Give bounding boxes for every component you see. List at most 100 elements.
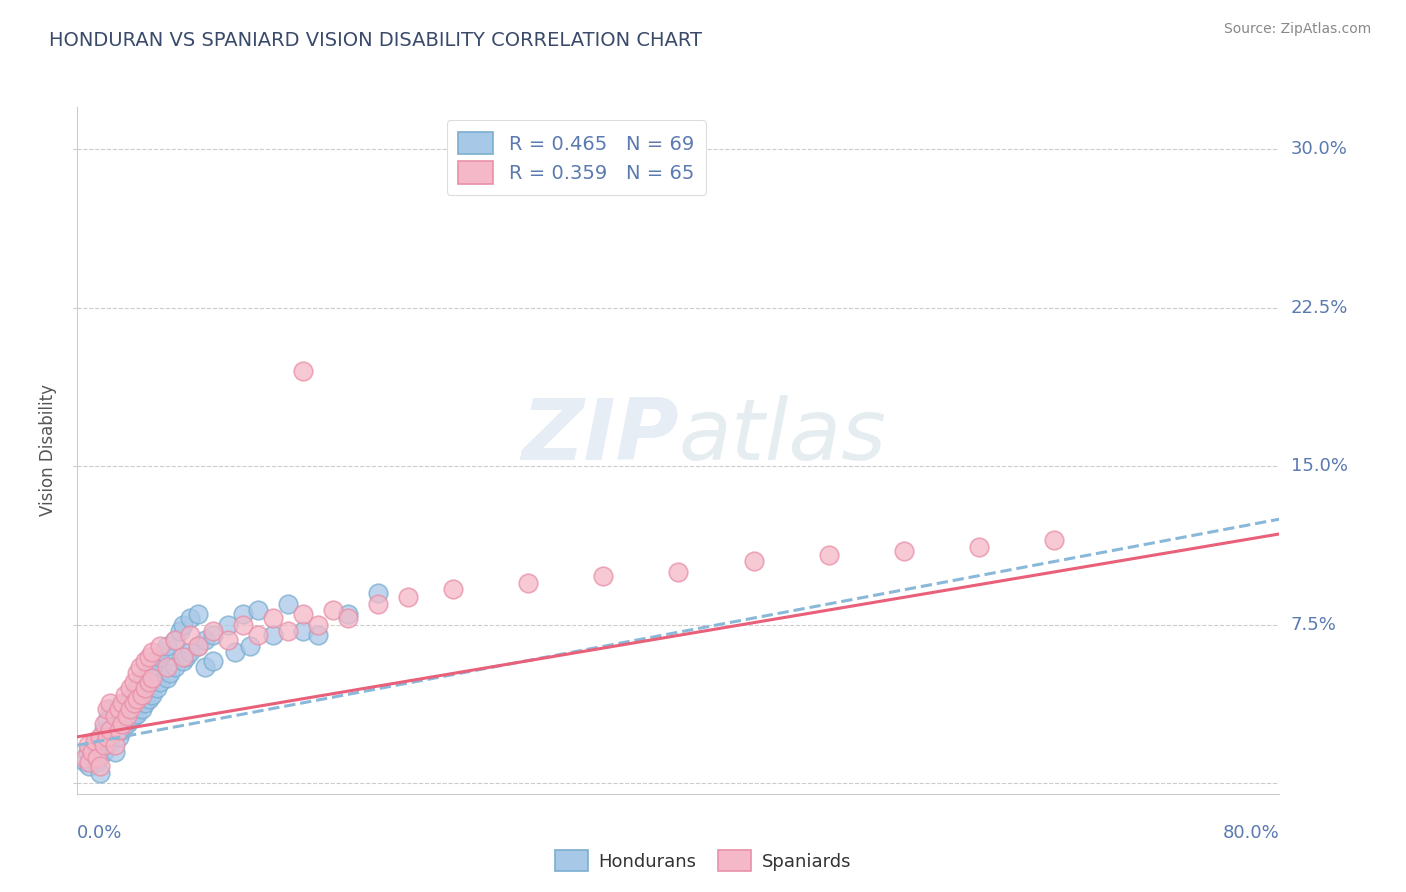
Point	[146, 681, 169, 696]
Point	[79, 755, 101, 769]
Point	[967, 540, 990, 554]
Point	[163, 632, 186, 647]
Point	[179, 645, 201, 659]
Point	[817, 548, 839, 562]
Point	[141, 688, 163, 702]
Point	[149, 639, 172, 653]
Y-axis label: Vision Disability: Vision Disability	[39, 384, 58, 516]
Point	[156, 671, 179, 685]
Point	[134, 696, 156, 710]
Point	[93, 745, 115, 759]
Point	[124, 696, 146, 710]
Point	[79, 759, 101, 773]
Point	[138, 691, 160, 706]
Point	[201, 654, 224, 668]
Text: HONDURAN VS SPANIARD VISION DISABILITY CORRELATION CHART: HONDURAN VS SPANIARD VISION DISABILITY C…	[49, 31, 702, 50]
Point	[124, 688, 146, 702]
Point	[82, 751, 104, 765]
Point	[291, 607, 314, 622]
Point	[174, 649, 197, 664]
Point	[73, 751, 96, 765]
Text: ZIP: ZIP	[520, 395, 679, 478]
Point	[194, 660, 217, 674]
Point	[127, 691, 149, 706]
Point	[217, 632, 239, 647]
Point	[118, 713, 141, 727]
Point	[153, 645, 176, 659]
Point	[322, 603, 344, 617]
Point	[742, 554, 765, 568]
Point	[96, 739, 118, 753]
Point	[262, 628, 284, 642]
Point	[96, 713, 118, 727]
Point	[89, 765, 111, 780]
Point	[76, 745, 98, 759]
Point	[138, 649, 160, 664]
Text: Source: ZipAtlas.com: Source: ZipAtlas.com	[1223, 22, 1371, 37]
Point	[111, 702, 134, 716]
Point	[89, 734, 111, 748]
Point	[141, 660, 163, 674]
Point	[592, 142, 614, 156]
Point	[100, 734, 122, 748]
Point	[93, 717, 115, 731]
Point	[93, 739, 115, 753]
Point	[307, 617, 329, 632]
Point	[172, 654, 194, 668]
Text: 80.0%: 80.0%	[1223, 824, 1279, 842]
Point	[217, 617, 239, 632]
Point	[145, 654, 167, 668]
Point	[89, 730, 111, 744]
Point	[96, 730, 118, 744]
Point	[156, 639, 179, 653]
Point	[124, 674, 146, 689]
Point	[163, 632, 186, 647]
Point	[111, 696, 134, 710]
Point	[336, 611, 359, 625]
Point	[517, 575, 540, 590]
Point	[100, 702, 122, 716]
Point	[114, 696, 136, 710]
Point	[89, 759, 111, 773]
Point	[149, 674, 172, 689]
Point	[82, 745, 104, 759]
Point	[149, 649, 172, 664]
Point	[239, 639, 262, 653]
Point	[76, 739, 98, 753]
Text: 0.0%: 0.0%	[77, 824, 122, 842]
Point	[108, 702, 131, 716]
Point	[129, 674, 152, 689]
Point	[127, 706, 149, 721]
Point	[111, 723, 134, 738]
Point	[156, 660, 179, 674]
Point	[134, 671, 156, 685]
Point	[668, 565, 690, 579]
Point	[131, 702, 153, 716]
Point	[108, 723, 131, 738]
Point	[246, 603, 269, 617]
Point	[104, 739, 127, 753]
Point	[179, 611, 201, 625]
Text: 30.0%: 30.0%	[1291, 140, 1347, 158]
Point	[134, 681, 156, 696]
Point	[159, 666, 181, 681]
Point	[138, 666, 160, 681]
Point	[441, 582, 464, 596]
Point	[127, 681, 149, 696]
Point	[100, 696, 122, 710]
Point	[118, 691, 141, 706]
Point	[127, 666, 149, 681]
Point	[86, 751, 108, 765]
Legend: R = 0.465   N = 69, R = 0.359   N = 65: R = 0.465 N = 69, R = 0.359 N = 65	[447, 120, 706, 195]
Point	[104, 708, 127, 723]
Point	[224, 645, 246, 659]
Text: 15.0%: 15.0%	[1291, 458, 1347, 475]
Point	[111, 717, 134, 731]
Point	[201, 624, 224, 639]
Point	[307, 628, 329, 642]
Text: 7.5%: 7.5%	[1291, 615, 1337, 634]
Point	[124, 708, 146, 723]
Point	[104, 745, 127, 759]
Point	[100, 723, 122, 738]
Point	[277, 624, 299, 639]
